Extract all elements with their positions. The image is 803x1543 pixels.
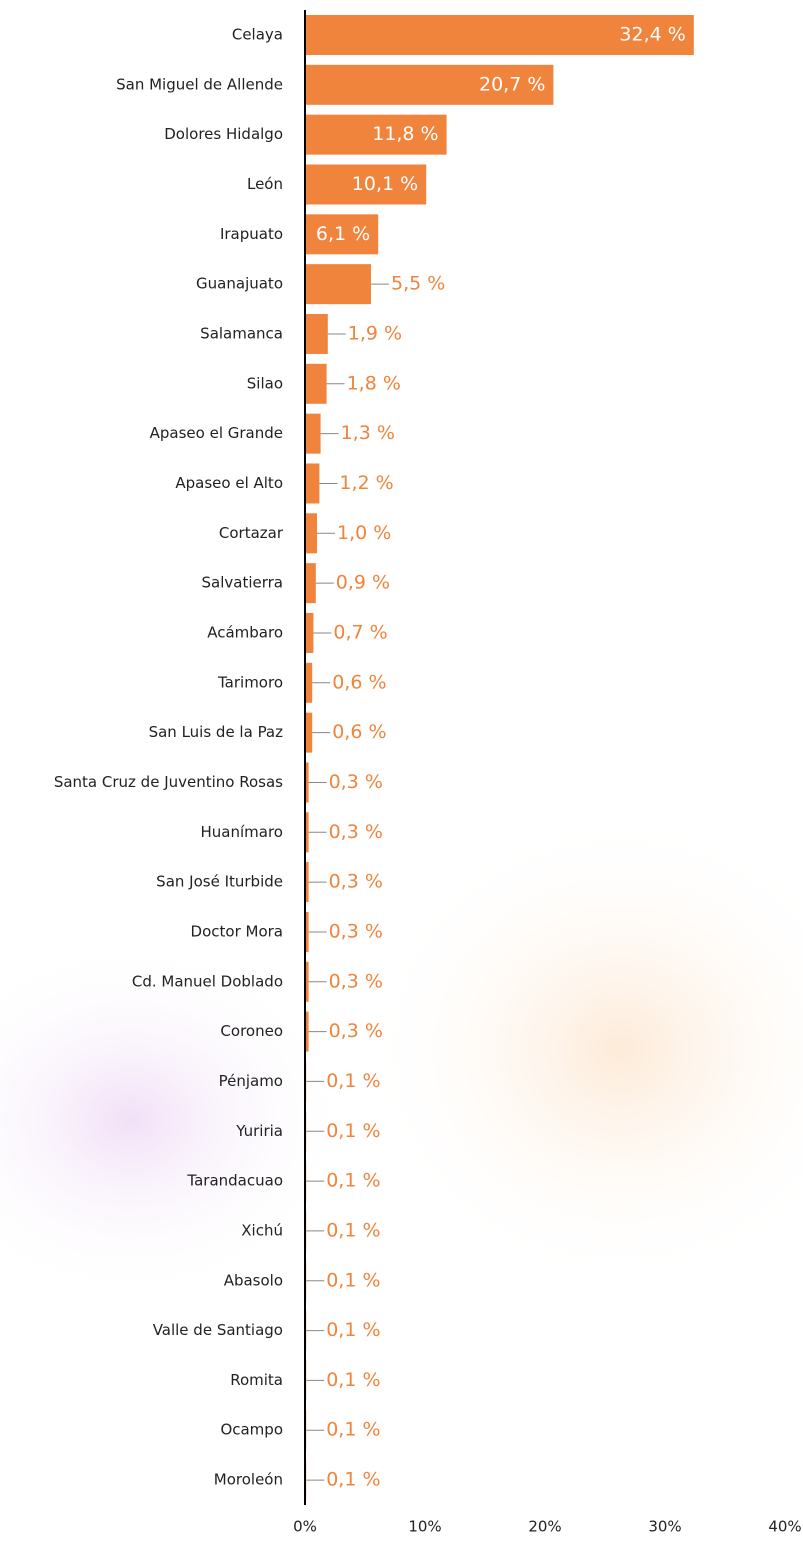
bar — [305, 264, 371, 304]
value-label: 0,3 % — [329, 771, 383, 793]
bar — [305, 513, 317, 553]
value-label: 0,3 % — [329, 1020, 383, 1042]
value-label: 0,1 % — [326, 1219, 380, 1241]
category-label: Santa Cruz de Juventino Rosas — [54, 773, 283, 791]
x-tick-label: 40% — [768, 1518, 801, 1536]
bar — [305, 563, 316, 603]
bar — [305, 713, 312, 753]
category-label: León — [247, 175, 283, 193]
decoration — [0, 940, 350, 1300]
category-label: Salvatierra — [202, 574, 284, 592]
value-label: 0,1 % — [326, 1319, 380, 1341]
category-label: San Miguel de Allende — [116, 75, 283, 93]
category-label: Silao — [247, 374, 283, 392]
x-tick-label: 20% — [528, 1518, 561, 1536]
bar — [305, 613, 313, 653]
category-label: Yuriria — [235, 1122, 283, 1140]
category-label: San Luis de la Paz — [149, 723, 284, 741]
bar — [305, 663, 312, 703]
value-label: 0,1 % — [326, 1070, 380, 1092]
value-label: 0,1 % — [326, 1269, 380, 1291]
value-label: 0,7 % — [333, 621, 387, 643]
bar — [305, 364, 327, 404]
value-label: 0,1 % — [326, 1170, 380, 1192]
category-label: Salamanca — [200, 324, 283, 342]
value-label: 11,8 % — [372, 123, 438, 145]
x-tick-label: 30% — [648, 1518, 681, 1536]
value-label: 0,1 % — [326, 1419, 380, 1441]
category-label: Apaseo el Alto — [175, 474, 283, 492]
category-label: Huanímaro — [201, 823, 283, 841]
value-label: 20,7 % — [479, 73, 545, 95]
bar — [305, 463, 319, 503]
category-label: Moroleón — [214, 1471, 283, 1489]
chart: 0% 10% 20% 30% 40% Celaya 32,4 % San Miguel de … — [0, 0, 803, 1539]
category-label: Valle de Santiago — [153, 1321, 283, 1339]
category-label: Xichú — [241, 1221, 283, 1239]
category-label: Tarimoro — [217, 673, 283, 691]
bar — [305, 314, 328, 354]
value-label: 0,1 % — [326, 1369, 380, 1391]
category-label: Acámbaro — [207, 623, 283, 641]
value-label: 1,0 % — [337, 522, 391, 544]
category-label: Irapuato — [220, 225, 283, 243]
category-label: San José Iturbide — [156, 873, 283, 891]
value-label: 5,5 % — [391, 273, 445, 295]
value-label: 0,1 % — [326, 1120, 380, 1142]
value-label: 0,3 % — [329, 920, 383, 942]
category-label: Apaseo el Grande — [150, 424, 283, 442]
x-tick-label: 10% — [408, 1518, 441, 1536]
category-label: Pénjamo — [219, 1072, 283, 1090]
category-label: Coroneo — [220, 1022, 283, 1040]
value-label: 0,3 % — [329, 821, 383, 843]
value-label: 0,3 % — [329, 871, 383, 893]
value-label: 1,2 % — [339, 472, 393, 494]
value-label: 0,6 % — [332, 721, 386, 743]
value-label: 6,1 % — [316, 223, 370, 245]
category-label: Romita — [230, 1371, 283, 1389]
value-label: 1,8 % — [347, 372, 401, 394]
category-label: Doctor Mora — [191, 922, 283, 940]
category-label: Abasolo — [224, 1271, 283, 1289]
category-label: Guanajuato — [196, 275, 283, 293]
value-label: 1,3 % — [341, 422, 395, 444]
bar — [305, 414, 321, 454]
value-label: 0,6 % — [332, 671, 386, 693]
value-label: 0,3 % — [329, 970, 383, 992]
value-label: 0,1 % — [326, 1469, 380, 1491]
value-label: 32,4 % — [619, 24, 685, 46]
decoration — [360, 810, 803, 1290]
value-label: 0,9 % — [336, 572, 390, 594]
category-label: Dolores Hidalgo — [164, 125, 283, 143]
category-label: Cd. Manuel Doblado — [132, 972, 283, 990]
category-label: Tarandacuao — [186, 1172, 283, 1190]
value-label: 1,9 % — [348, 322, 402, 344]
page: 0% 10% 20% 30% 40% Celaya 32,4 % San Miguel de … — [0, 0, 803, 1539]
category-label: Cortazar — [219, 524, 284, 542]
category-label: Ocampo — [220, 1421, 283, 1439]
value-label: 10,1 % — [352, 173, 418, 195]
category-label: Celaya — [232, 26, 283, 44]
x-tick-label: 0% — [293, 1518, 317, 1536]
